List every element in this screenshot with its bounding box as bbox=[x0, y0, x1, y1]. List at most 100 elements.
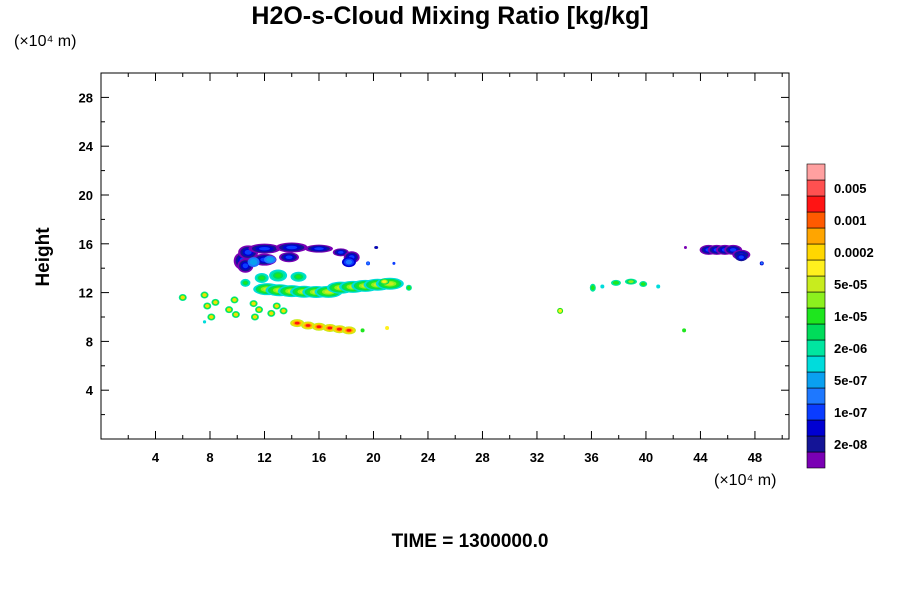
cloud-cell bbox=[203, 293, 206, 297]
colorbar-label: 5e-07 bbox=[834, 373, 867, 388]
cloud-cell bbox=[392, 261, 396, 265]
colorbar-label: 5e-05 bbox=[834, 277, 867, 292]
x-tick-label: 40 bbox=[639, 450, 653, 465]
cloud-cell bbox=[202, 320, 207, 324]
colorbar-label: 2e-08 bbox=[834, 437, 867, 452]
cloud-cell bbox=[294, 321, 300, 325]
cloud-cell bbox=[242, 263, 249, 269]
colorbar-swatch bbox=[806, 355, 826, 373]
colorbar-swatch bbox=[806, 323, 826, 341]
cloud-cell bbox=[336, 327, 342, 331]
cloud-cell bbox=[205, 304, 209, 308]
x-tick-label: 28 bbox=[475, 450, 489, 465]
plot-frame bbox=[100, 72, 790, 440]
colorbar-label: 2e-06 bbox=[834, 341, 867, 356]
cloud-cell bbox=[269, 312, 273, 315]
cloud-cell bbox=[243, 281, 248, 285]
cloud-cell bbox=[286, 245, 298, 250]
colorbar-swatch bbox=[806, 195, 826, 213]
colorbar-swatch bbox=[806, 275, 826, 293]
colorbar-label: 1e-05 bbox=[834, 309, 867, 324]
cloud-cell bbox=[253, 315, 257, 319]
cloud-cell bbox=[214, 301, 217, 304]
cloud-cell bbox=[628, 280, 634, 283]
x-tick-label: 44 bbox=[693, 450, 708, 465]
x-tick-label: 48 bbox=[748, 450, 762, 465]
cloud-cell bbox=[316, 325, 322, 329]
cloud-cell bbox=[345, 259, 353, 265]
cloud-cell bbox=[382, 280, 387, 283]
cloud-cell bbox=[600, 284, 605, 289]
cloud-cell bbox=[275, 304, 279, 308]
cloud-cell bbox=[738, 255, 744, 259]
cloud-cell bbox=[258, 246, 271, 251]
colorbar-label: 0.005 bbox=[834, 181, 867, 196]
y-axis-unit: (×10⁴ m) bbox=[14, 33, 77, 50]
cloud-cell bbox=[730, 248, 737, 252]
cloud-cell bbox=[682, 328, 687, 333]
x-axis: 4 8 12 16 20 24 28 32 36 40 44 48 bbox=[127, 73, 783, 465]
colorbar-swatch bbox=[806, 227, 826, 245]
colorbar-swatch bbox=[806, 387, 826, 405]
y-tick-label: 12 bbox=[79, 286, 93, 301]
colorbar-swatch bbox=[806, 371, 826, 389]
colorbar-swatch bbox=[806, 259, 826, 277]
cloud-cell bbox=[407, 285, 411, 290]
x-tick-label: 36 bbox=[584, 450, 598, 465]
cloud-cell bbox=[612, 280, 620, 285]
colorbar-swatch bbox=[806, 403, 826, 421]
cloud-cell bbox=[683, 245, 687, 249]
x-tick-label: 4 bbox=[152, 450, 160, 465]
cloud-cell bbox=[760, 262, 763, 265]
cloud-cell bbox=[274, 273, 282, 278]
colorbar-swatch bbox=[806, 211, 826, 229]
cloud-cell bbox=[266, 257, 274, 263]
cloud-cell bbox=[295, 275, 302, 279]
colorbar-label: 0.001 bbox=[834, 213, 867, 228]
colorbar-label: 1e-07 bbox=[834, 405, 867, 420]
cloud-cell bbox=[656, 284, 661, 289]
cloud-cell bbox=[305, 324, 311, 327]
cloud-cell bbox=[285, 255, 293, 259]
cloud-cell bbox=[374, 246, 378, 249]
cloud-cell bbox=[346, 329, 352, 332]
x-axis-unit: (×10⁴ m) bbox=[714, 472, 777, 489]
cloud-cell bbox=[249, 259, 258, 266]
cloud-cell bbox=[385, 325, 390, 330]
y-tick-label: 16 bbox=[79, 237, 93, 252]
colorbar-label: 0.0002 bbox=[834, 245, 874, 260]
colorbar-swatch bbox=[806, 307, 826, 325]
cloud-cell bbox=[366, 262, 370, 265]
colorbar: 2e-08 1e-07 5e-07 2e-06 1e-05 5e-05 0.0002 0.00… bbox=[806, 163, 874, 469]
cloud-cell bbox=[244, 249, 252, 255]
cloud-cell bbox=[327, 326, 333, 330]
cloud-cell bbox=[259, 276, 265, 280]
colorbar-swatch bbox=[806, 243, 826, 261]
colorbar-swatch bbox=[806, 163, 826, 181]
time-label: TIME = 1300000.0 bbox=[391, 531, 549, 552]
y-tick-label: 20 bbox=[79, 188, 93, 203]
cloud-cell bbox=[558, 309, 562, 313]
x-tick-label: 20 bbox=[366, 450, 380, 465]
cloud-cell bbox=[337, 250, 344, 254]
colorbar-swatch bbox=[806, 419, 826, 437]
x-tick-label: 8 bbox=[206, 450, 213, 465]
cloud-cell bbox=[590, 285, 595, 291]
x-tick-label: 24 bbox=[421, 450, 436, 465]
colorbar-swatch bbox=[806, 435, 826, 453]
chart-title: H2O-s-Cloud Mixing Ratio [kg/kg] bbox=[251, 2, 649, 30]
colorbar-swatch bbox=[806, 291, 826, 309]
cloud-cell bbox=[257, 308, 261, 311]
x-tick-label: 16 bbox=[312, 450, 326, 465]
colorbar-swatch bbox=[806, 451, 826, 469]
y-tick-label: 8 bbox=[86, 334, 93, 349]
cloud-cell bbox=[360, 328, 365, 333]
y-tick-label: 24 bbox=[79, 139, 94, 154]
cloud-cell bbox=[234, 313, 238, 316]
cloud-cell bbox=[227, 308, 231, 311]
y-axis: 4 8 12 16 20 24 28 bbox=[79, 90, 789, 416]
x-tick-label: 12 bbox=[257, 450, 271, 465]
cloud-cell bbox=[282, 309, 285, 313]
y-tick-label: 4 bbox=[86, 383, 94, 398]
